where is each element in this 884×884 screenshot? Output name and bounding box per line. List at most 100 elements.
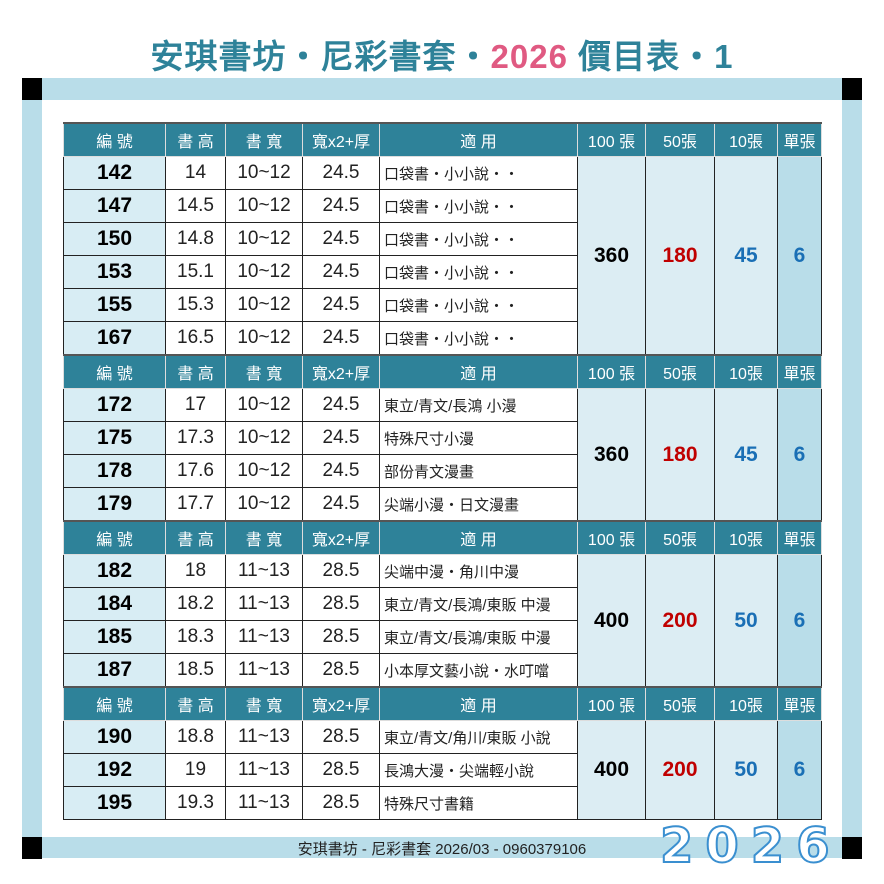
header-10: 10張: [714, 686, 778, 721]
book-height: 18.3: [165, 620, 226, 654]
header-spine: 寬x2+厚: [302, 122, 380, 157]
header-50: 50張: [645, 686, 715, 721]
book-height: 14.5: [165, 189, 226, 223]
book-width: 10~12: [225, 454, 303, 488]
model-number: 147: [63, 189, 166, 223]
spine-size: 24.5: [302, 487, 380, 522]
spine-size: 24.5: [302, 255, 380, 289]
header-spine: 寬x2+厚: [302, 520, 380, 555]
spine-size: 28.5: [302, 554, 380, 588]
model-number: 172: [63, 388, 166, 422]
price-single: 6: [777, 156, 822, 356]
book-height: 18.5: [165, 653, 226, 688]
usage: 口袋書・小小說・・: [379, 255, 578, 289]
spine-size: 28.5: [302, 620, 380, 654]
usage: 尖端中漫・角川中漫: [379, 554, 578, 588]
header-usage: 適 用: [379, 686, 578, 721]
spine-size: 28.5: [302, 653, 380, 688]
corner-block: [842, 837, 862, 859]
book-width: 11~13: [225, 753, 303, 787]
header-10: 10張: [714, 520, 778, 555]
book-height: 14: [165, 156, 226, 190]
spine-size: 24.5: [302, 321, 380, 356]
header-50: 50張: [645, 122, 715, 157]
spine-size: 28.5: [302, 587, 380, 621]
header-row: 編 號書 高書 寬寬x2+厚適 用 100 張 50張 10張 單張: [63, 122, 822, 157]
header-width: 書 寬: [225, 354, 303, 389]
header-10: 10張: [714, 354, 778, 389]
header-usage: 適 用: [379, 122, 578, 157]
model-number: 153: [63, 255, 166, 289]
table-row: 185 18.3 11~13 28.5 東立/青文/長鴻/東販 中漫: [63, 620, 822, 654]
book-height: 19: [165, 753, 226, 787]
usage: 東立/青文/角川/東販 小說: [379, 720, 578, 754]
book-width: 10~12: [225, 487, 303, 522]
header-100: 100 張: [577, 686, 646, 721]
header-row: 編 號書 高書 寬寬x2+厚適 用 100 張 50張 10張 單張: [63, 686, 822, 721]
table-row: 182 18 11~13 28.5 尖端中漫・角川中漫 400 200 50 6: [63, 554, 822, 688]
model-number: 192: [63, 753, 166, 787]
price-single: 6: [777, 554, 822, 688]
spine-size: 28.5: [302, 753, 380, 787]
usage: 東立/青文/長鴻 小漫: [379, 388, 578, 422]
page-title: 安琪書坊・尼彩書套・2026 價目表・1: [150, 38, 734, 75]
book-height: 18: [165, 554, 226, 588]
header-10: 10張: [714, 122, 778, 157]
book-height: 15.1: [165, 255, 226, 289]
table-row: 175 17.3 10~12 24.5 特殊尺寸小漫: [63, 421, 822, 455]
header-height: 書 高: [165, 686, 226, 721]
book-height: 17.3: [165, 421, 226, 455]
header-usage: 適 用: [379, 354, 578, 389]
header-100: 100 張: [577, 354, 646, 389]
model-number: 190: [63, 720, 166, 754]
usage: 東立/青文/長鴻/東販 中漫: [379, 587, 578, 621]
header-no: 編 號: [63, 354, 166, 389]
table-row: 142 14 10~12 24.5 口袋書・小小說・・ 360 180 45 6: [63, 156, 822, 356]
book-height: 14.8: [165, 222, 226, 256]
book-width: 10~12: [225, 255, 303, 289]
header-usage: 適 用: [379, 520, 578, 555]
book-width: 10~12: [225, 189, 303, 223]
usage: 東立/青文/長鴻/東販 中漫: [379, 620, 578, 654]
book-width: 11~13: [225, 620, 303, 654]
price-single: 6: [777, 720, 822, 820]
usage: 口袋書・小小說・・: [379, 189, 578, 223]
header-height: 書 高: [165, 354, 226, 389]
price-100: 400: [577, 720, 646, 820]
model-number: 178: [63, 454, 166, 488]
usage: 口袋書・小小說・・: [379, 321, 578, 356]
book-height: 16.5: [165, 321, 226, 356]
model-number: 184: [63, 587, 166, 621]
header-single: 單張: [777, 520, 822, 555]
model-number: 182: [63, 554, 166, 588]
header-50: 50張: [645, 520, 715, 555]
price-10: 45: [714, 156, 778, 356]
book-height: 18.8: [165, 720, 226, 754]
book-width: 10~12: [225, 321, 303, 356]
model-number: 175: [63, 421, 166, 455]
book-height: 18.2: [165, 587, 226, 621]
table-row: 195 19.3 11~13 28.5 特殊尺寸書籍: [63, 786, 822, 820]
header-no: 編 號: [63, 520, 166, 555]
table-row: 178 17.6 10~12 24.5 部份青文漫畫: [63, 454, 822, 488]
price-table: 編 號書 高書 寬寬x2+厚適 用 100 張 50張 10張 單張 142 14 10~12…: [63, 122, 822, 820]
book-height: 17.7: [165, 487, 226, 522]
model-number: 155: [63, 288, 166, 322]
spine-size: 24.5: [302, 454, 380, 488]
spine-size: 24.5: [302, 388, 380, 422]
usage: 口袋書・小小說・・: [379, 288, 578, 322]
book-width: 11~13: [225, 653, 303, 688]
header-single: 單張: [777, 686, 822, 721]
header-no: 編 號: [63, 122, 166, 157]
price-single: 6: [777, 388, 822, 522]
header-row: 編 號書 高書 寬寬x2+厚適 用 100 張 50張 10張 單張: [63, 520, 822, 555]
book-width: 11~13: [225, 587, 303, 621]
spine-size: 28.5: [302, 786, 380, 820]
footer-text: 安琪書坊 - 尼彩書套 2026/03 - 0960379106: [297, 841, 587, 858]
price-100: 360: [577, 156, 646, 356]
price-10: 50: [714, 554, 778, 688]
spine-size: 24.5: [302, 156, 380, 190]
header-single: 單張: [777, 122, 822, 157]
table-row: 147 14.5 10~12 24.5 口袋書・小小說・・: [63, 189, 822, 223]
header-height: 書 高: [165, 122, 226, 157]
